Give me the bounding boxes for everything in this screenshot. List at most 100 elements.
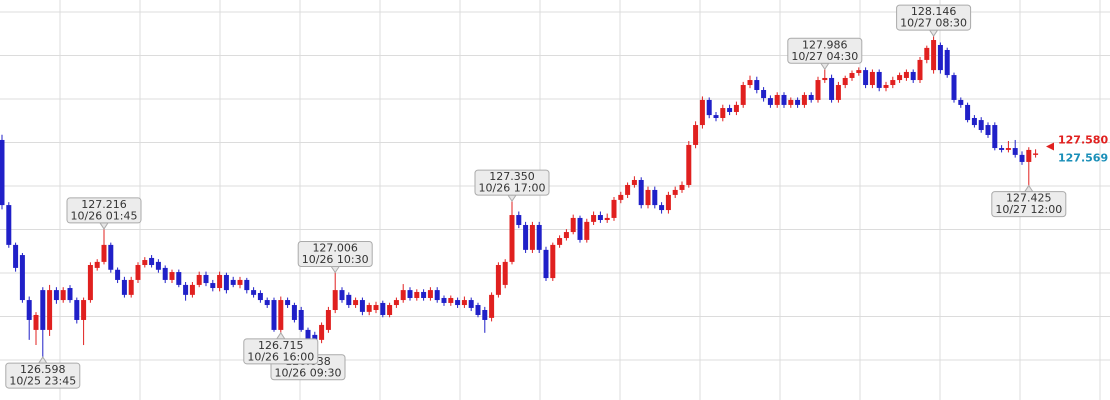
candle-body — [448, 297, 454, 303]
candle-body — [625, 184, 631, 195]
candle-body — [842, 77, 848, 86]
last-price-label: 127.580 — [1058, 133, 1108, 146]
candle-body — [529, 224, 535, 250]
candle-body — [903, 71, 909, 78]
candle-body — [999, 148, 1005, 150]
candle-body — [461, 300, 467, 306]
candle-body — [162, 267, 168, 280]
candle-body — [992, 125, 998, 149]
candle-body — [631, 179, 637, 185]
candle-body — [244, 279, 250, 291]
candle-body — [271, 300, 277, 330]
candle-body — [257, 293, 263, 301]
candle-body — [1005, 148, 1011, 150]
candle-body — [781, 94, 787, 105]
candle-body — [434, 290, 440, 301]
annotation-time: 10/27 12:00 — [995, 203, 1062, 216]
candle-body — [149, 257, 155, 266]
annotation-price: 128.146 — [911, 5, 957, 18]
candle-body — [108, 244, 114, 270]
candle-body — [835, 85, 841, 100]
candle-body — [971, 117, 977, 126]
annotation-pointer — [330, 265, 341, 274]
candle-body — [142, 260, 148, 266]
candle-body — [169, 272, 175, 280]
candle-body — [856, 70, 862, 73]
candle-body — [489, 294, 495, 318]
candle-body — [495, 265, 501, 295]
candle-body — [910, 71, 916, 81]
candle-body — [128, 279, 134, 295]
candle-body — [767, 98, 773, 105]
annotation-box — [297, 240, 373, 267]
candle-body — [638, 179, 644, 206]
candle-body — [319, 324, 325, 340]
candle-body — [502, 261, 508, 285]
candle-body — [543, 249, 549, 279]
candle-body — [740, 85, 746, 105]
candle-body — [121, 279, 127, 295]
candle-body — [584, 221, 590, 240]
candle-body — [400, 290, 406, 301]
candle-body — [393, 300, 399, 306]
candle-body — [801, 94, 807, 105]
candle-body — [67, 288, 73, 301]
candle-body — [312, 334, 318, 340]
candle-body — [761, 89, 767, 99]
candle-body — [924, 47, 930, 60]
annotation-box — [66, 197, 142, 224]
candle-body — [210, 283, 216, 289]
annotation-pointer — [99, 222, 109, 230]
candle-body — [679, 184, 685, 190]
candle-body — [33, 314, 39, 330]
annotation-box — [787, 37, 863, 64]
annotation-box — [896, 4, 972, 31]
candle-body — [298, 310, 304, 330]
annotation-time: 10/26 10:30 — [302, 253, 369, 266]
candle-body — [951, 75, 957, 100]
candle-body — [87, 265, 93, 301]
candle-body — [672, 189, 678, 195]
candle-body — [897, 75, 903, 81]
annotation-pointer — [819, 62, 830, 71]
candle-body — [53, 290, 59, 301]
candle-body — [366, 305, 372, 312]
candle-body — [482, 310, 488, 320]
candle-body — [237, 279, 243, 285]
candle-body — [60, 290, 66, 301]
annotation-box — [474, 169, 550, 196]
annotation-time: 10/26 01:45 — [71, 209, 138, 222]
candle-body — [978, 120, 984, 131]
candle-body — [563, 232, 569, 239]
candle-body — [101, 244, 107, 262]
candle-body — [421, 291, 427, 298]
candle-body — [74, 300, 80, 320]
annotation-time: 10/27 04:30 — [791, 50, 858, 63]
candle-body — [291, 305, 297, 320]
candle-body — [611, 199, 617, 218]
candle-body — [591, 215, 597, 222]
candle-body — [223, 274, 229, 291]
candle-body — [808, 94, 814, 100]
candle-body — [155, 261, 161, 270]
candle-body — [652, 189, 658, 206]
candle-body — [699, 99, 705, 126]
candle-body — [6, 205, 12, 245]
candle-body — [747, 80, 753, 86]
candle-body — [414, 291, 420, 298]
candle-body — [115, 269, 121, 280]
candle-body — [523, 224, 529, 250]
candle-body — [387, 305, 393, 315]
candle-body — [40, 290, 46, 330]
candle-body — [659, 205, 665, 211]
candle-body — [788, 99, 794, 105]
candle-body — [332, 290, 338, 311]
candle-body — [965, 104, 971, 121]
candle-body — [733, 104, 739, 112]
candle-body — [81, 300, 87, 320]
candle-body — [645, 189, 651, 206]
